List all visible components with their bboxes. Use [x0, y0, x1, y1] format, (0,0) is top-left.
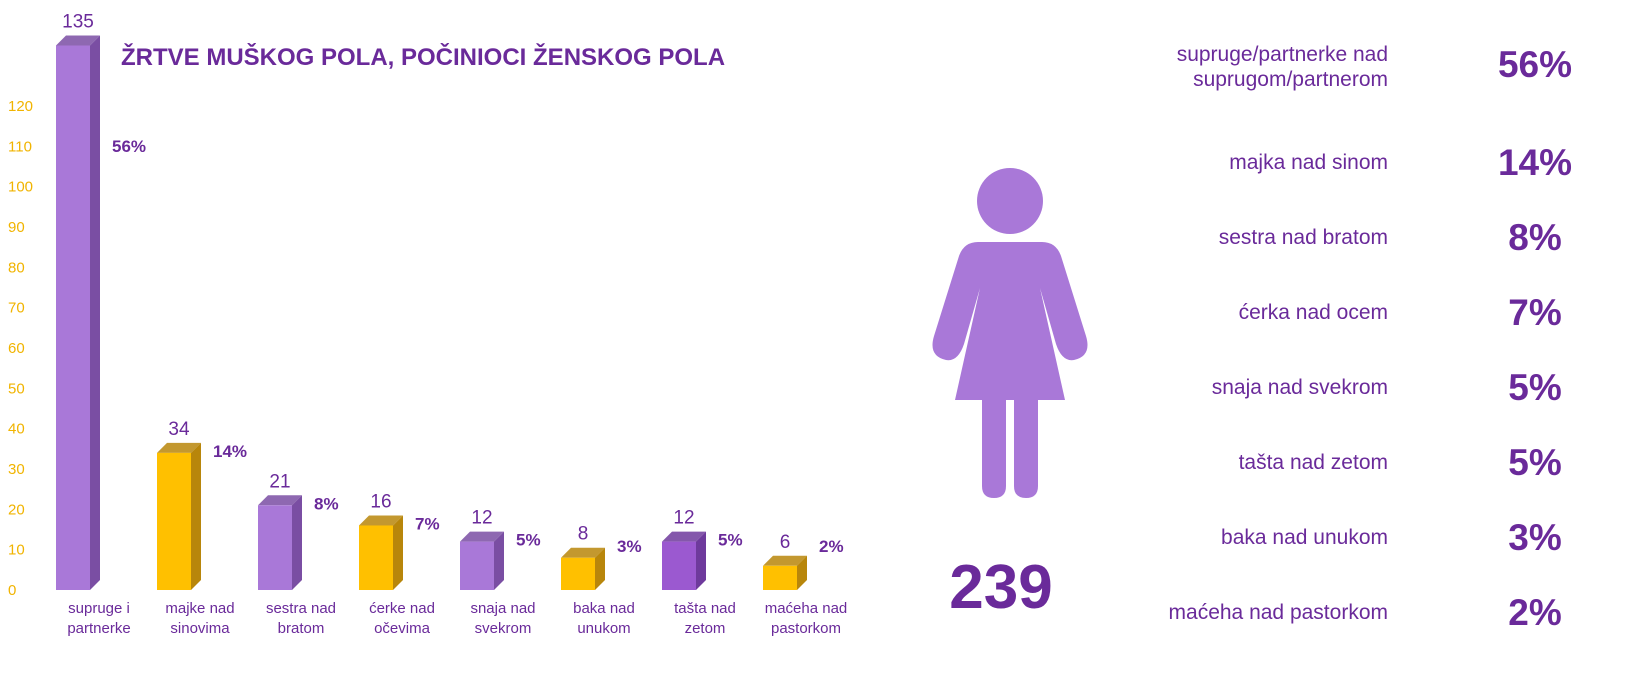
bar-top — [359, 515, 403, 526]
legend-percent: 14% — [1497, 142, 1573, 183]
category-label: svekrom — [475, 620, 532, 637]
bar — [56, 45, 90, 590]
percent-label: 5% — [516, 531, 541, 550]
percent-label: 8% — [314, 494, 339, 513]
legend-label: majka nad sinom — [1088, 150, 1388, 175]
percent-label: 56% — [112, 137, 146, 156]
legend-label-line: supruge/partnerke nad — [1176, 43, 1388, 66]
y-tick-label: 20 — [8, 501, 25, 518]
bar-top — [763, 555, 807, 566]
bar-side — [696, 531, 706, 590]
percent-label: 3% — [617, 537, 642, 556]
bar-side — [494, 531, 504, 590]
bar-side — [595, 547, 605, 590]
bar — [561, 557, 595, 590]
percent-label: 14% — [213, 442, 247, 461]
percent-label: 7% — [415, 514, 440, 533]
category-label: tašta nad — [674, 600, 736, 617]
y-tick-label: 120 — [8, 98, 33, 115]
bar — [763, 565, 797, 590]
y-tick-label: 30 — [8, 461, 25, 478]
bar-top — [56, 35, 100, 46]
legend-percent: 56% — [1497, 44, 1573, 85]
bar — [460, 541, 494, 590]
bar-top — [157, 442, 201, 453]
legend-label-line: baka nad unukom — [1221, 526, 1388, 549]
y-tick-label: 70 — [8, 300, 25, 317]
category-label: unukom — [577, 620, 630, 637]
value-label: 21 — [269, 471, 290, 492]
woman-icon — [930, 168, 1090, 503]
legend-percent: 3% — [1508, 517, 1562, 558]
legend-percent: 5% — [1508, 367, 1562, 408]
bar-side — [393, 515, 403, 590]
bar-top — [460, 531, 504, 542]
y-tick-label: 50 — [8, 380, 25, 397]
legend-label: sestra nad bratom — [1088, 225, 1388, 250]
legend-label: snaja nad svekrom — [1088, 375, 1388, 400]
category-label: partnerke — [67, 620, 130, 637]
chart-title: ŽRTVE MUŠKOG POLA, POČINIOCI ŽENSKOG POL… — [121, 44, 726, 71]
y-tick-label: 0 — [8, 582, 16, 599]
value-label: 12 — [471, 508, 492, 529]
bar — [258, 505, 292, 590]
value-label: 8 — [578, 524, 589, 545]
legend-label-line: tašta nad zetom — [1238, 451, 1388, 474]
bar — [359, 525, 393, 590]
category-label: očevima — [374, 620, 431, 637]
legend-label: tašta nad zetom — [1088, 450, 1388, 475]
bar — [662, 541, 696, 590]
legend-percent: 8% — [1508, 217, 1562, 258]
legend-label-line: ćerka nad ocem — [1238, 301, 1388, 324]
legend-label: supruge/partnerke nad suprugom/partnerom — [1088, 42, 1388, 92]
legend-percent: 7% — [1508, 292, 1562, 333]
y-tick-label: 80 — [8, 259, 25, 276]
bar-top — [561, 547, 605, 558]
legend-label: maćeha nad pastorkom — [1088, 600, 1388, 625]
value-label: 16 — [370, 491, 391, 512]
legend-label-line: snaja nad svekrom — [1211, 376, 1388, 399]
legend-label: baka nad unukom — [1088, 525, 1388, 550]
value-label: 6 — [780, 532, 791, 553]
y-tick-label: 110 — [8, 138, 32, 155]
legend-label: ćerka nad ocem — [1088, 300, 1388, 325]
bar-top — [662, 531, 706, 542]
bar — [157, 452, 191, 590]
value-label: 34 — [168, 419, 190, 440]
total-count: 239 — [949, 553, 1053, 622]
value-label: 135 — [62, 12, 94, 33]
value-label: 12 — [673, 508, 694, 529]
category-label: supruge i — [68, 600, 130, 617]
bar-chart: 0 10 20 30 40 50 60 70 80 90 100 110 120 135 56% suprug… — [8, 12, 848, 638]
category-label: snaja nad — [470, 600, 535, 617]
category-label: bratom — [278, 620, 325, 637]
legend-label-line: maćeha nad pastorkom — [1168, 601, 1388, 624]
legend-percent: 5% — [1508, 442, 1562, 483]
percent-label: 5% — [718, 531, 743, 550]
legend-label-line: sestra nad bratom — [1218, 226, 1388, 249]
category-label: pastorkom — [771, 620, 841, 637]
bar-top — [258, 495, 302, 506]
bar-side — [292, 495, 302, 590]
category-label: baka nad — [573, 600, 635, 617]
y-tick-label: 60 — [8, 340, 25, 357]
category-label: sinovima — [170, 620, 230, 637]
category-label: sestra nad — [266, 600, 336, 617]
bar-side — [797, 555, 807, 590]
percent-label: 2% — [819, 537, 844, 556]
category-label: majke nad — [165, 600, 234, 617]
y-tick-label: 90 — [8, 219, 25, 236]
bar-side — [191, 442, 201, 590]
y-tick-label: 40 — [8, 421, 25, 438]
y-tick-label: 10 — [8, 542, 25, 559]
legend-percent: 2% — [1508, 592, 1562, 633]
bar-side — [90, 35, 100, 590]
legend-label-line: majka nad sinom — [1229, 151, 1388, 174]
category-label: maćeha nad — [765, 600, 848, 617]
y-tick-label: 100 — [8, 179, 33, 196]
legend-label-line: suprugom/partnerom — [1193, 68, 1388, 91]
category-label: zetom — [685, 620, 726, 637]
category-label: ćerke nad — [369, 600, 435, 617]
